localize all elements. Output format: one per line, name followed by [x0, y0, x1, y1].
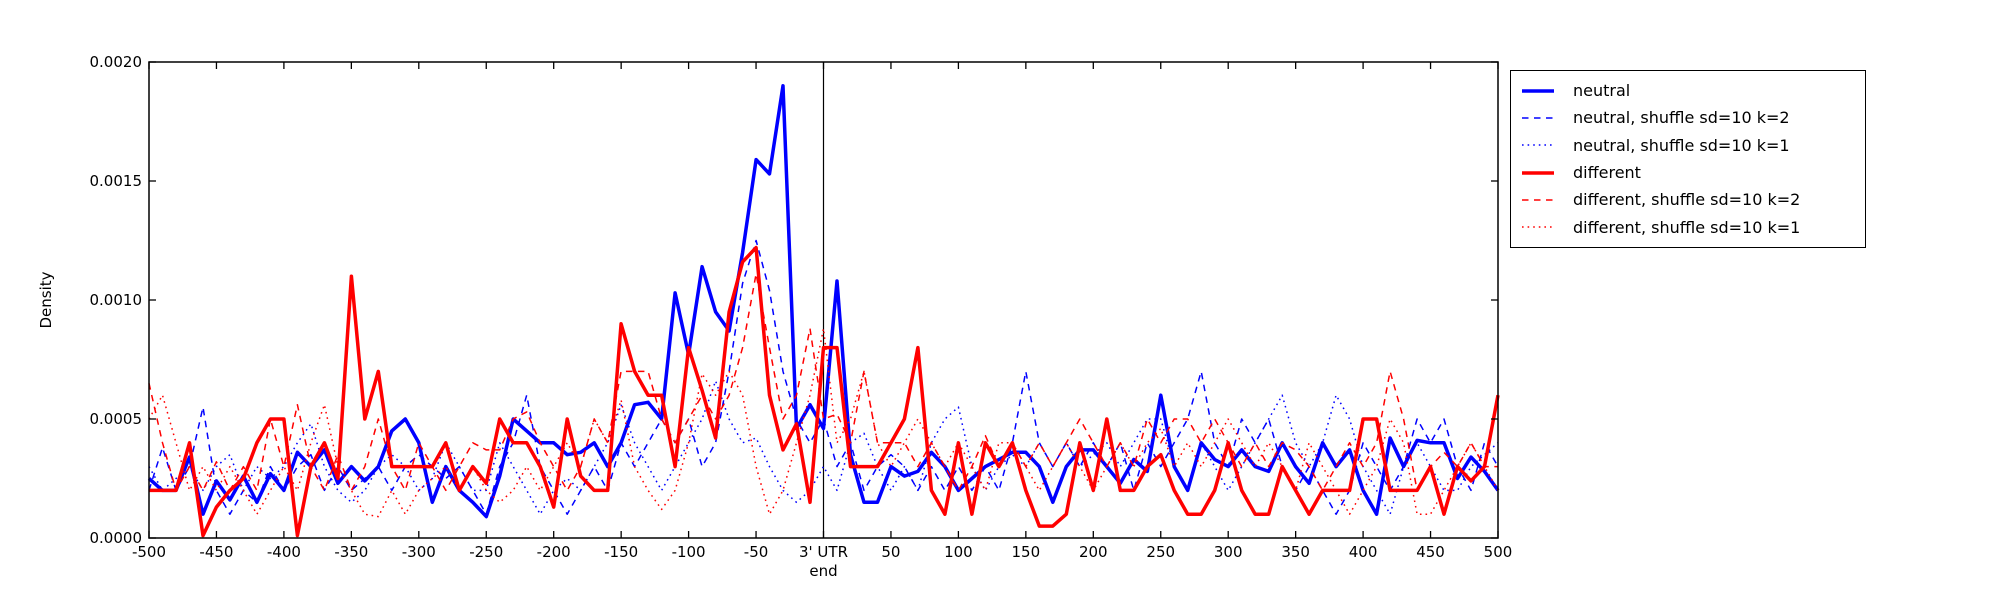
legend-line-sample: [1522, 117, 1554, 119]
x-tick-label-line: 300: [1213, 543, 1243, 561]
y-tick-label: 0.0010: [89, 291, 143, 309]
x-tick-label-line: -500: [131, 543, 167, 561]
series-line-2: [148, 380, 1499, 515]
x-tick-label-line: 400: [1348, 543, 1378, 561]
x-tick-label: 400: [1308, 543, 1418, 562]
legend-line-sample: [1522, 88, 1554, 93]
legend-item: different, shuffle sd=10 k=1: [1521, 214, 1857, 241]
y-tick-label: 0.0015: [89, 172, 143, 190]
x-tick-label-line: -250: [469, 543, 504, 561]
x-tick-label: 150: [971, 543, 1081, 562]
x-tick-label-line: 200: [1078, 543, 1108, 561]
x-tick-label-line: -150: [604, 543, 639, 561]
legend-item: neutral, shuffle sd=10 k=2: [1521, 104, 1857, 131]
legend-label: different: [1573, 163, 1641, 183]
legend-item: neutral: [1521, 77, 1857, 104]
legend-item: neutral, shuffle sd=10 k=1: [1521, 132, 1857, 159]
x-tick-label: -300: [364, 543, 474, 562]
x-tick-label-line: 150: [1011, 543, 1041, 561]
series-line-3: [149, 245, 1500, 538]
legend-label: neutral: [1573, 81, 1631, 101]
y-tick-label: 0.0020: [89, 53, 143, 71]
x-tick-label-utr-end: 3' UTR end: [769, 543, 879, 581]
x-tick-label: 50: [836, 543, 946, 562]
series-line-1: [148, 239, 1499, 515]
x-tick-label-line: -50: [743, 543, 769, 561]
x-tick-label: 200: [1038, 543, 1148, 562]
legend-line-sample: [1522, 170, 1554, 175]
x-tick-label-line: -450: [199, 543, 234, 561]
x-tick-label: 300: [1173, 543, 1283, 562]
x-tick-label: -100: [634, 543, 744, 562]
legend-label: neutral, shuffle sd=10 k=1: [1573, 135, 1790, 155]
x-tick-label: -150: [566, 543, 676, 562]
x-tick-label: 350: [1241, 543, 1351, 562]
x-tick-label-line: 50: [881, 543, 901, 561]
x-tick-label: -450: [161, 543, 271, 562]
x-tick-label: -350: [296, 543, 406, 562]
x-tick-label-line: 500: [1483, 543, 1513, 561]
y-tick-label: 0.0005: [89, 410, 143, 428]
x-tick-label-line: 250: [1146, 543, 1176, 561]
x-tick-label: 100: [903, 543, 1013, 562]
x-tick-label-line: 450: [1416, 543, 1445, 561]
x-tick-label-line: -100: [671, 543, 706, 561]
x-tick-label: -250: [431, 543, 541, 562]
x-tick-label: 500: [1443, 543, 1553, 562]
x-tick-label: -500: [94, 543, 204, 562]
legend-item: different, shuffle sd=10 k=2: [1521, 186, 1857, 213]
legend: neutral neutral, shuffle sd=10 k=2 neutral…: [1510, 70, 1866, 248]
legend-line-sample: [1522, 144, 1554, 147]
x-tick-label-line: -300: [401, 543, 436, 561]
x-tick-label: -200: [499, 543, 609, 562]
x-tick-label-line: -200: [536, 543, 571, 561]
x-tick-label-line: 350: [1281, 543, 1310, 561]
x-tick-label-line: end: [809, 562, 838, 580]
x-tick-label: 450: [1376, 543, 1486, 562]
legend-line-sample: [1522, 199, 1554, 201]
x-tick-label-line: 100: [944, 543, 973, 561]
x-tick-label-line: -350: [334, 543, 369, 561]
legend-label: different, shuffle sd=10 k=1: [1573, 217, 1801, 237]
x-tick-label-line: -400: [266, 543, 301, 561]
legend-item: different: [1521, 159, 1857, 186]
y-tick-label: 0.0000: [89, 529, 143, 547]
x-tick-label: -400: [229, 543, 339, 562]
legend-label: different, shuffle sd=10 k=2: [1573, 190, 1801, 210]
x-tick-label: -50: [701, 543, 811, 562]
legend-label: neutral, shuffle sd=10 k=2: [1573, 108, 1790, 128]
x-tick-label: 250: [1106, 543, 1216, 562]
x-tick-label-line: 3' UTR: [799, 543, 848, 561]
legend-line-sample: [1522, 226, 1554, 229]
